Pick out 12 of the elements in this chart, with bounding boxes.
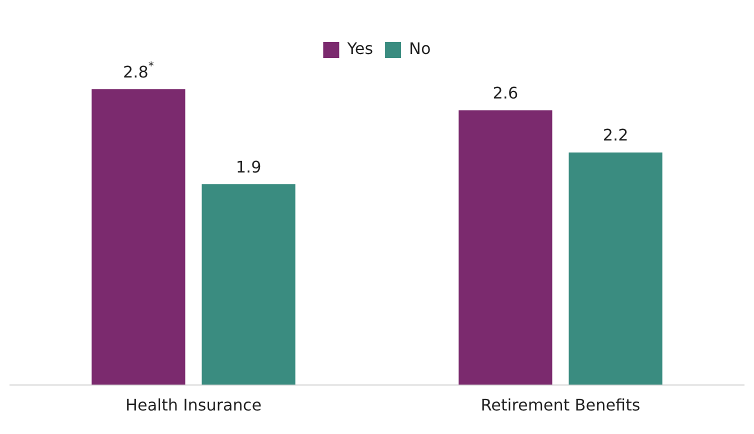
data-label: 2.2: [602, 126, 628, 145]
bar: [92, 89, 186, 385]
bar: [458, 110, 552, 385]
data-label: 1.9: [236, 157, 262, 176]
x-tick-label: Health Insurance: [125, 396, 262, 415]
data-label: 2.8*: [122, 59, 154, 82]
legend-label: No: [409, 39, 431, 58]
data-label: 2.6: [492, 83, 518, 102]
x-tick-label: Retirement Benefits: [480, 396, 640, 415]
legend-label: Yes: [346, 39, 374, 58]
bar: [568, 152, 662, 385]
bar: [202, 184, 296, 385]
